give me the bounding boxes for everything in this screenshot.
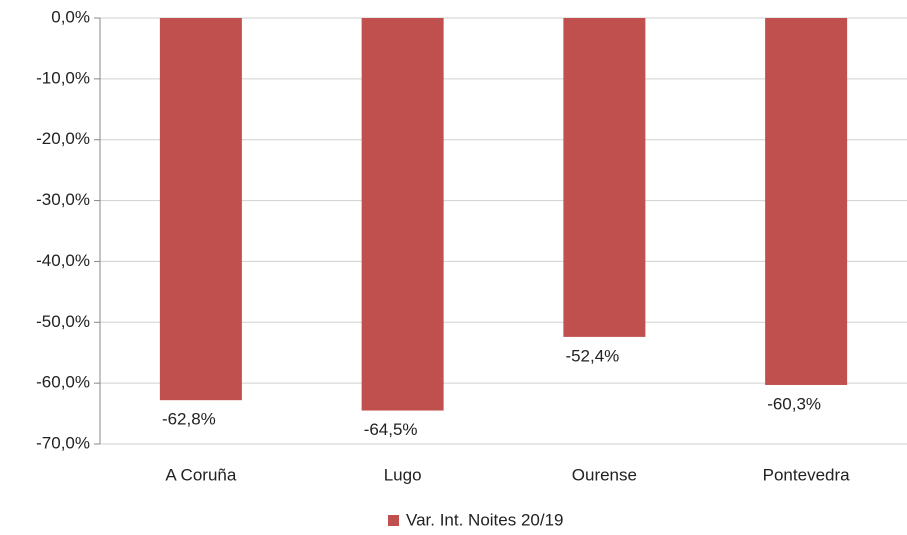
y-tick-label: 0,0% [51,7,90,26]
data-label: -52,4% [565,346,619,365]
bar [159,18,242,401]
x-tick-label: A Coruña [165,465,236,484]
y-tick-label: -40,0% [36,251,90,270]
x-tick-label: Pontevedra [763,465,850,484]
bar [765,18,848,385]
y-tick-label: -20,0% [36,129,90,148]
bar [563,18,646,337]
data-label: -64,5% [364,420,418,439]
y-tick-label: -60,0% [36,373,90,392]
y-tick-label: -50,0% [36,312,90,331]
y-tick-label: -70,0% [36,433,90,452]
legend-label: Var. Int. Noites 20/19 [406,510,564,529]
y-tick-label: -10,0% [36,68,90,87]
legend-swatch [388,515,399,526]
x-tick-label: Ourense [572,465,637,484]
x-tick-label: Lugo [384,465,422,484]
data-label: -62,8% [162,410,216,429]
data-label: -60,3% [767,394,821,413]
bar [361,18,444,411]
y-tick-label: -30,0% [36,190,90,209]
